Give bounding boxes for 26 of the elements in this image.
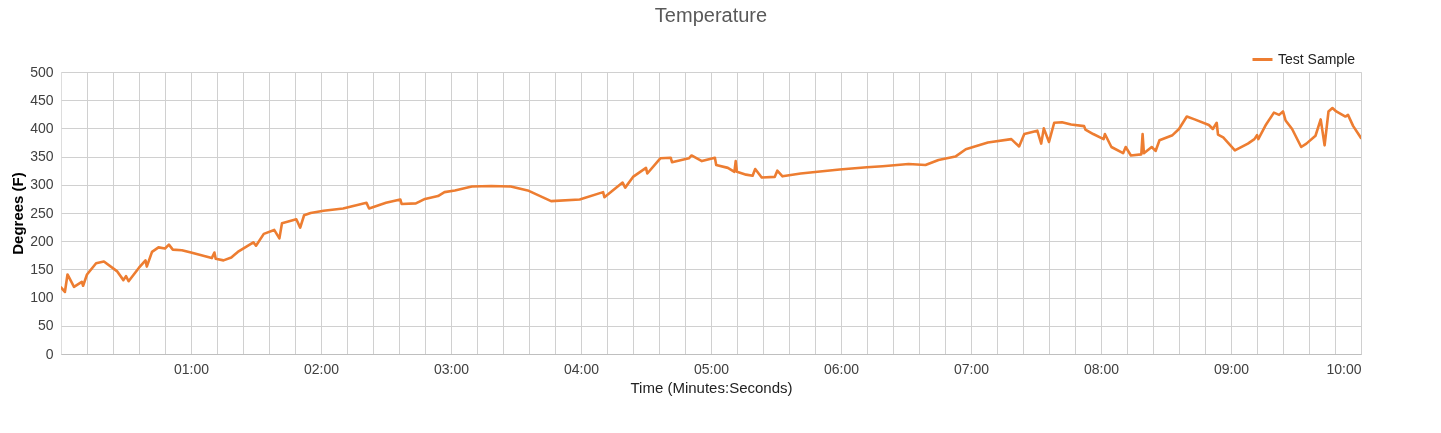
y-tick-label: 500 — [30, 63, 54, 80]
x-tick-label: 08:00 — [1083, 360, 1120, 377]
y-tick-label: 400 — [30, 119, 54, 136]
y-axis-title: Degrees (F) — [9, 172, 27, 255]
y-tick-label: 200 — [30, 232, 54, 249]
x-tick-label: 10:00 — [1326, 360, 1362, 377]
x-axis-title: Time (Minutes:Seconds) — [630, 378, 793, 396]
line-series — [61, 106, 1361, 294]
x-tick-label: 03:00 — [433, 360, 470, 377]
x-tick-label: 02:00 — [303, 360, 340, 377]
y-tick-label: 100 — [30, 289, 54, 306]
y-tick-label: 300 — [30, 176, 54, 193]
y-tick-label: 250 — [30, 204, 54, 221]
x-tick-label: 07:00 — [953, 360, 990, 377]
legend-label: Test Sample — [1278, 50, 1356, 67]
x-tick-label: 06:00 — [823, 360, 860, 377]
x-tick-label: 09:00 — [1213, 360, 1250, 377]
x-tick-label: 05:00 — [693, 360, 730, 377]
x-tick-label: 04:00 — [563, 360, 600, 377]
y-tick-label: 350 — [30, 148, 54, 165]
y-tick-label: 450 — [30, 91, 54, 108]
y-tick-label: 50 — [37, 317, 54, 334]
chart-title: Temperature — [654, 4, 768, 26]
y-tick-label: 0 — [45, 345, 54, 362]
y-tick-label: 150 — [30, 260, 54, 277]
x-tick-label: 01:00 — [173, 360, 210, 377]
